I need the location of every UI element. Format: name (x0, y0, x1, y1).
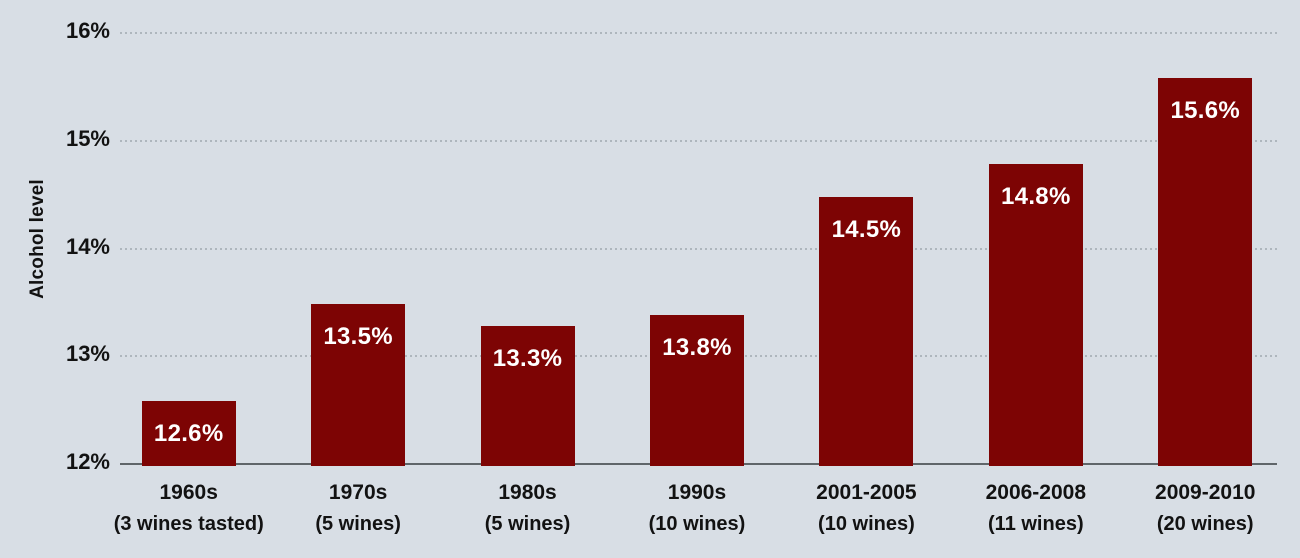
bar-2009-2010: 15.6% (1158, 78, 1253, 466)
category-label: 1980s (498, 481, 557, 504)
x-axis-label: 1990s (10 wines) (612, 477, 781, 541)
x-axis-label: 2006-2008 (11 wines) (951, 477, 1120, 541)
bar-value-label: 14.8% (1001, 183, 1071, 211)
bar-column: 12.6% (104, 33, 273, 466)
category-label: 2001-2005 (816, 481, 917, 504)
x-axis-label: 1970s (5 wines) (273, 477, 442, 541)
x-axis-label: 1960s (3 wines tasted) (104, 477, 273, 541)
category-sublabel: (3 wines tasted) (113, 513, 264, 535)
bar-column: 13.5% (273, 33, 442, 466)
category-sublabel: (5 wines) (484, 513, 571, 535)
category-sublabel: (5 wines) (315, 513, 401, 535)
bar-column: 13.3% (443, 33, 612, 466)
category-sublabel: (10 wines) (648, 513, 746, 535)
bar-1990s: 13.8% (649, 315, 744, 466)
bar-column: 15.6% (1121, 33, 1290, 466)
y-axis-tick-label: 12% (65, 449, 110, 475)
bar-2006-2008: 14.8% (988, 164, 1083, 466)
bar-2001-2005: 14.5% (819, 196, 914, 466)
y-axis-tick-label: 16% (65, 18, 110, 44)
bar-value-label: 15.6% (1170, 97, 1241, 125)
x-axis-label: 1980s (5 wines) (443, 477, 612, 541)
bar-1980s: 13.3% (480, 325, 575, 466)
bar-column: 14.8% (951, 33, 1120, 466)
category-label: 2009-2010 (1155, 481, 1256, 504)
category-label: 1960s (159, 481, 218, 504)
y-axis-tick-label: 13% (65, 341, 110, 367)
bar-value-label: 14.5% (831, 215, 902, 243)
x-axis-labels: 1960s (3 wines tasted) 1970s (5 wines) 1980s… (104, 477, 1290, 541)
category-label: 1970s (328, 481, 388, 504)
bar-value-label: 13.5% (323, 323, 393, 351)
bar-value-label: 12.6% (153, 420, 224, 448)
y-axis-tick-label: 14% (65, 233, 110, 259)
bar-value-label: 13.3% (492, 344, 563, 372)
category-sublabel: (10 wines) (818, 513, 915, 535)
category-sublabel: (11 wines) (988, 513, 1084, 535)
y-axis-tick-label: 15% (65, 125, 110, 151)
category-label: 2006-2008 (985, 481, 1087, 504)
bar-1960s: 12.6% (141, 401, 236, 466)
gridline (120, 32, 1277, 34)
x-axis-label: 2001-2005 (10 wines) (782, 477, 951, 541)
bar-column: 14.5% (782, 33, 951, 466)
gridline (120, 139, 1277, 142)
x-axis-label: 2009-2010 (20 wines) (1121, 477, 1290, 541)
gridline (120, 247, 1277, 250)
bar-1970s: 13.5% (311, 304, 406, 466)
bar-value-label: 13.8% (662, 334, 732, 362)
bar-column: 13.8% (612, 33, 781, 466)
bars: 12.6% 13.5% 13.3% 13.8% 14.5% 14.8% 15.6% (104, 33, 1290, 466)
category-sublabel: (20 wines) (1156, 513, 1254, 535)
category-label: 1990s (667, 481, 727, 504)
